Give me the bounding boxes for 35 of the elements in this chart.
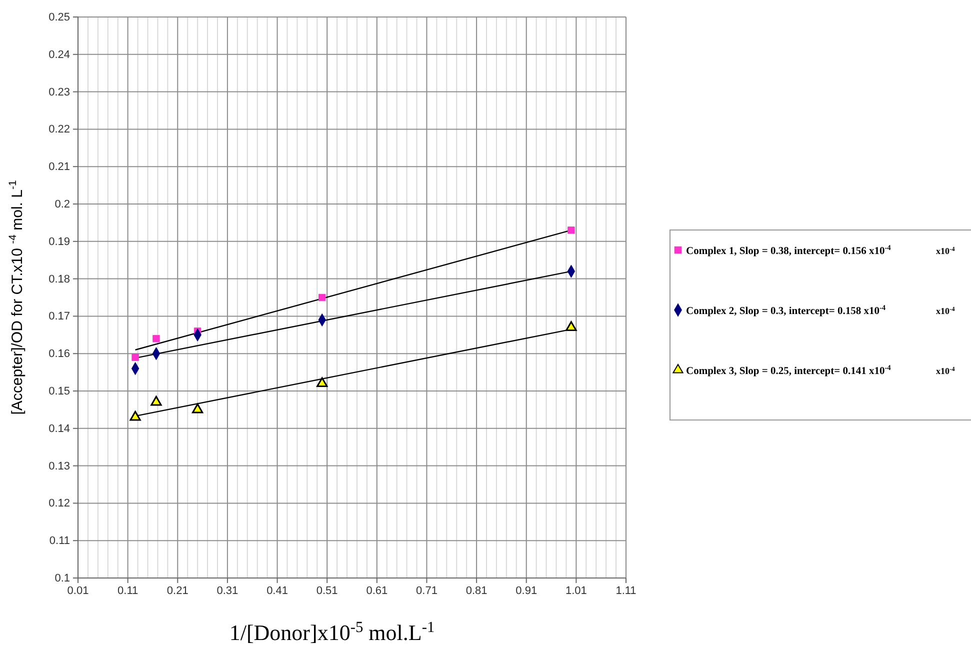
y-tick-label: 0.1 [54, 572, 70, 585]
y-tick-label: 0.21 [48, 161, 70, 174]
x-tick-label: 0.41 [266, 585, 288, 598]
legend-label: Complex 2, Slop = 0.3, intercept= 0.158 x10$^{-4}$ [686, 302, 886, 317]
x-tick-label: 0.61 [366, 585, 388, 598]
y-tick-label: 0.2 [54, 198, 70, 211]
x-tick-label: 0.91 [516, 585, 538, 598]
x-tick-label: 0.11 [118, 585, 138, 598]
y-tick-label: 0.11 [49, 535, 70, 548]
x-tick-label: 0.01 [67, 585, 89, 598]
y-tick-label: 0.24 [48, 48, 70, 61]
x-tick-label: 0.21 [166, 585, 188, 598]
y-tick-label: 0.22 [48, 124, 70, 136]
x-axis-title: 1/[Donor]x10$^{-5}$ mol.L$^{-1}$ [229, 618, 435, 645]
x-tick-label: 0.51 [316, 585, 338, 598]
y-tick-label: 0.25 [48, 12, 70, 24]
y-tick-label: 0.12 [48, 498, 70, 510]
y-tick-label: 0.15 [48, 386, 70, 398]
legend-label: Complex 3, Slop = 0.25, intercept= 0.141 x10$^{-4}$ [686, 362, 892, 377]
x-tick-label: 1.01 [565, 585, 587, 598]
x-tick-label: 1.11 [616, 585, 636, 598]
y-tick-label: 0.14 [48, 422, 70, 435]
y-tick-label: 0.23 [48, 86, 70, 98]
text: x10$^{-4}$ [936, 366, 956, 376]
y-tick-label: 0.18 [48, 273, 70, 286]
x-tick-label: 0.71 [416, 585, 438, 598]
y-tick-label: 0.16 [48, 348, 70, 360]
y-tick-label: 0.17 [48, 310, 70, 323]
legend-label: Complex 1, Slop = 0.38, intercept= 0.156 x10$^{-4}$ [686, 242, 892, 257]
x-tick-label: 0.81 [466, 585, 488, 598]
x-tick-label: 0.31 [216, 585, 238, 598]
text: x10$^{-4}$ [936, 306, 956, 316]
y-tick-label: 0.13 [48, 460, 70, 472]
y-tick-label: 0.19 [48, 236, 70, 248]
text: x10$^{-4}$ [936, 246, 956, 256]
